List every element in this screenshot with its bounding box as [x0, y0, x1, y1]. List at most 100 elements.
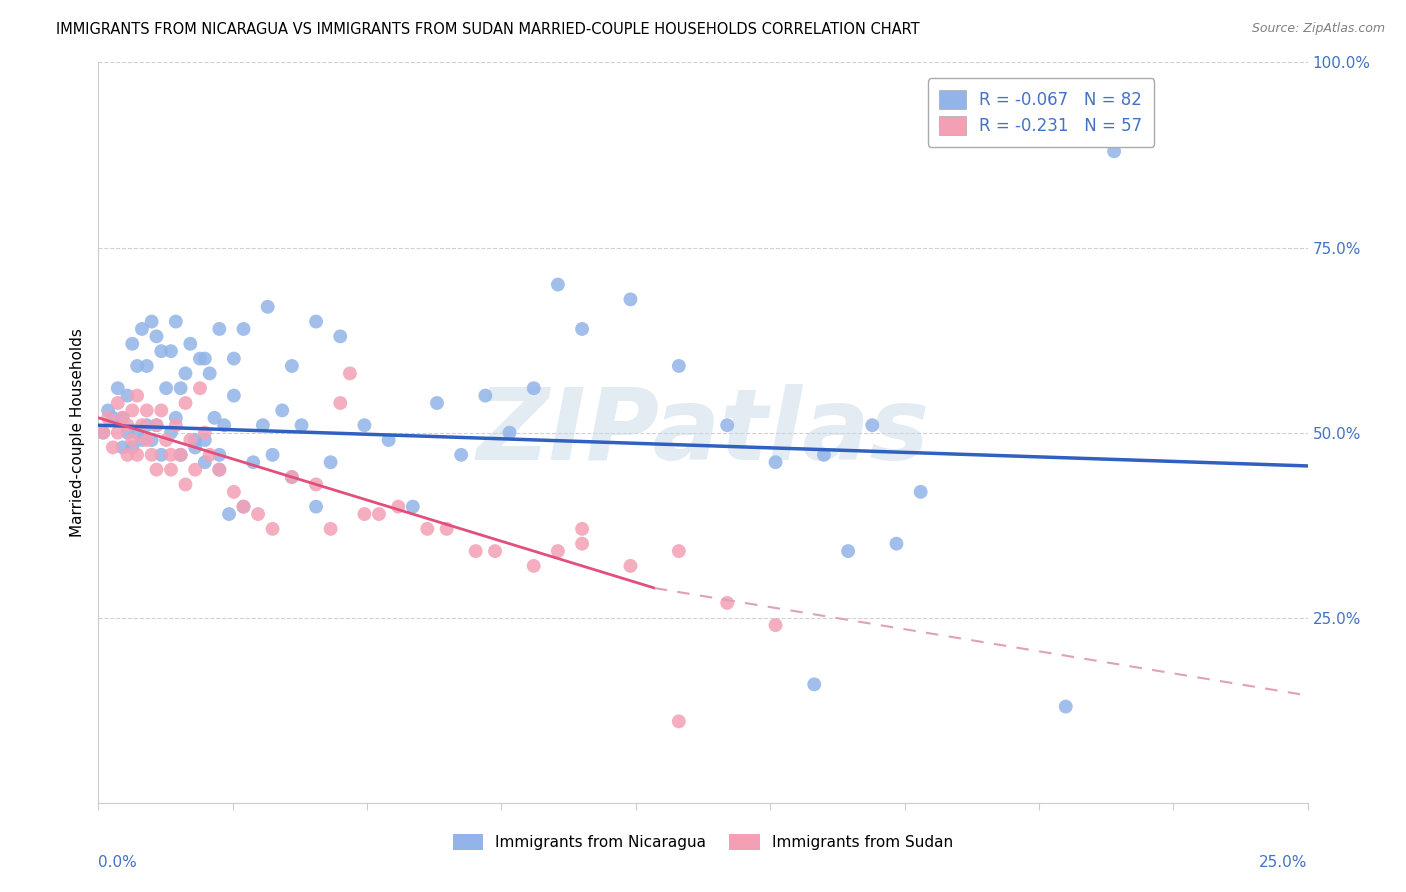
- Point: [339, 367, 361, 381]
- Point: [290, 418, 312, 433]
- Point: [127, 359, 149, 373]
- Point: [305, 477, 328, 491]
- Point: [716, 418, 738, 433]
- Point: [571, 322, 593, 336]
- Point: [117, 388, 139, 402]
- Point: [353, 507, 375, 521]
- Point: [111, 441, 134, 455]
- Point: [179, 336, 201, 351]
- Point: [145, 418, 167, 433]
- Point: [464, 544, 486, 558]
- Point: [155, 381, 177, 395]
- Point: [571, 522, 593, 536]
- Text: 0.0%: 0.0%: [98, 855, 138, 870]
- Point: [131, 322, 153, 336]
- Point: [188, 381, 211, 395]
- Point: [208, 448, 231, 462]
- Point: [150, 448, 173, 462]
- Point: [222, 351, 245, 366]
- Point: [117, 418, 139, 433]
- Point: [416, 522, 439, 536]
- Point: [803, 677, 825, 691]
- Point: [127, 425, 149, 440]
- Point: [127, 388, 149, 402]
- Text: ZIPatlas: ZIPatlas: [477, 384, 929, 481]
- Point: [135, 403, 157, 417]
- Point: [135, 433, 157, 447]
- Point: [194, 433, 217, 447]
- Point: [184, 441, 207, 455]
- Point: [281, 470, 304, 484]
- Point: [97, 403, 120, 417]
- Point: [174, 367, 197, 381]
- Point: [208, 462, 231, 476]
- Y-axis label: Married-couple Households: Married-couple Households: [69, 328, 84, 537]
- Point: [319, 455, 342, 469]
- Point: [117, 448, 139, 462]
- Point: [1054, 699, 1077, 714]
- Point: [232, 500, 254, 514]
- Point: [101, 441, 124, 455]
- Point: [571, 536, 593, 550]
- Point: [218, 507, 240, 521]
- Point: [141, 314, 163, 328]
- Text: 25.0%: 25.0%: [1260, 855, 1308, 870]
- Point: [204, 410, 226, 425]
- Point: [121, 433, 143, 447]
- Point: [150, 403, 173, 417]
- Point: [212, 418, 235, 433]
- Point: [426, 396, 449, 410]
- Point: [194, 455, 217, 469]
- Point: [184, 433, 207, 447]
- Point: [194, 351, 217, 366]
- Point: [165, 410, 187, 425]
- Point: [135, 359, 157, 373]
- Point: [319, 522, 342, 536]
- Point: [222, 484, 245, 499]
- Point: [160, 344, 183, 359]
- Point: [145, 418, 167, 433]
- Point: [262, 448, 284, 462]
- Point: [765, 455, 787, 469]
- Point: [619, 293, 641, 307]
- Point: [242, 455, 264, 469]
- Point: [208, 462, 231, 476]
- Point: [174, 396, 197, 410]
- Point: [107, 425, 129, 440]
- Point: [716, 596, 738, 610]
- Point: [547, 277, 569, 292]
- Point: [329, 396, 352, 410]
- Legend: Immigrants from Nicaragua, Immigrants from Sudan: Immigrants from Nicaragua, Immigrants fr…: [446, 827, 960, 858]
- Point: [523, 381, 546, 395]
- Point: [547, 544, 569, 558]
- Point: [198, 367, 221, 381]
- Point: [145, 329, 167, 343]
- Point: [498, 425, 520, 440]
- Point: [165, 418, 187, 433]
- Point: [179, 433, 201, 447]
- Point: [91, 425, 114, 440]
- Point: [368, 507, 391, 521]
- Point: [281, 359, 304, 373]
- Point: [232, 322, 254, 336]
- Point: [281, 470, 304, 484]
- Point: [107, 381, 129, 395]
- Point: [121, 336, 143, 351]
- Point: [765, 618, 787, 632]
- Point: [135, 418, 157, 433]
- Point: [184, 462, 207, 476]
- Point: [169, 448, 191, 462]
- Point: [860, 418, 883, 433]
- Point: [145, 462, 167, 476]
- Point: [111, 410, 134, 425]
- Point: [160, 448, 183, 462]
- Point: [127, 448, 149, 462]
- Point: [198, 448, 221, 462]
- Point: [668, 544, 690, 558]
- Point: [484, 544, 506, 558]
- Point: [886, 536, 908, 550]
- Point: [252, 418, 274, 433]
- Point: [271, 403, 294, 417]
- Point: [523, 558, 546, 573]
- Point: [353, 418, 375, 433]
